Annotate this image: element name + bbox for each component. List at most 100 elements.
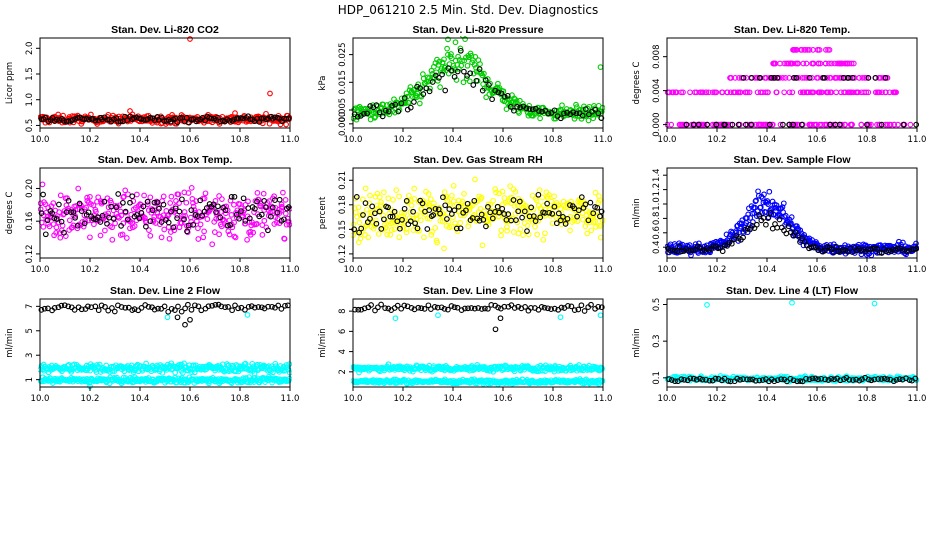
data-point-selected: [529, 106, 536, 113]
data-point-level-1: [803, 89, 810, 96]
data-point-cyan-outliers: [435, 312, 441, 319]
data-point-all: [477, 205, 484, 212]
data-point-selected-0: [864, 121, 870, 128]
data-point-upper-band: [453, 364, 460, 370]
data-point-selected: [528, 204, 535, 211]
data-point-level-0: [806, 121, 812, 128]
data-point-selected: [570, 109, 577, 116]
data-point-selected: [468, 305, 475, 311]
chart-title: Stan. Dev. Line 4 (LT) Flow: [726, 285, 859, 297]
data-point-all: [534, 231, 541, 238]
data-point-selected: [514, 103, 520, 110]
data-point-selected-0: [690, 121, 697, 128]
data-point-all: [281, 236, 288, 242]
data-point-selected-0: [786, 121, 793, 128]
data-point-all: [547, 206, 554, 213]
data-point-selected: [382, 305, 388, 311]
data-point-all: [201, 228, 207, 235]
data-point-selected: [122, 208, 129, 215]
data-point-selected: [389, 102, 395, 109]
data-point-selected: [194, 116, 201, 123]
data-point-all: [195, 236, 202, 242]
data-point-selected: [595, 110, 602, 117]
data-point-level-2: [832, 75, 838, 81]
data-point-selected: [444, 216, 450, 222]
data-point-all: [376, 194, 383, 201]
data-point-all: [427, 204, 433, 211]
data-point-all: [105, 204, 112, 211]
data-point-selected: [737, 376, 743, 383]
data-point-all: [158, 234, 165, 241]
data-point-selected: [489, 215, 496, 222]
data-point-selected: [415, 304, 422, 311]
data-point-selected: [240, 115, 246, 122]
data-point-all: [507, 183, 513, 189]
data-point-selected: [454, 304, 461, 311]
data-point-selected: [65, 303, 72, 310]
data-point-level-3: [785, 60, 792, 67]
data-point-all: [492, 186, 499, 192]
x-tick-label: 10.6: [808, 394, 827, 404]
data-point-all: [121, 193, 127, 200]
data-point-all: [487, 80, 493, 87]
data-point-selected: [215, 203, 221, 210]
data-point-all: [780, 200, 787, 207]
x-tick-label: 10.2: [708, 394, 727, 404]
data-point-selected: [168, 305, 175, 312]
data-point-outliers: [704, 302, 710, 308]
data-point-selected: [235, 305, 241, 312]
data-point-selected: [53, 116, 60, 123]
data-point-all: [260, 190, 267, 197]
data-point-selected: [703, 376, 709, 383]
data-point-selected: [759, 377, 766, 383]
data-point-selected: [515, 208, 522, 215]
data-point-selected: [212, 301, 219, 308]
data-point-all: [490, 197, 496, 204]
data-point-selected: [725, 378, 732, 384]
y-tick-label: 0.000: [652, 112, 662, 136]
data-point-level-0: [811, 121, 818, 128]
data-point-all: [447, 202, 454, 209]
data-point-selected: [457, 47, 464, 54]
data-point-level-3: [834, 60, 841, 67]
data-point-all: [409, 94, 416, 100]
data-point-selected: [837, 377, 844, 384]
data-point-selected: [401, 205, 408, 212]
data-point-selected: [222, 304, 228, 311]
data-point-selected: [567, 202, 573, 208]
data-point-all: [280, 189, 286, 196]
x-tick-label: 10.0: [344, 265, 363, 275]
data-point-all: [188, 185, 195, 191]
data-point-selected: [776, 216, 783, 223]
data-point-selected: [276, 196, 283, 203]
y-tick-label: 2.0: [25, 42, 35, 56]
data-point-selected: [392, 101, 399, 108]
data-point-selected: [448, 67, 455, 74]
data-point-selected: [426, 88, 433, 95]
data-point-selected: [261, 198, 268, 204]
data-point-selected: [522, 304, 528, 310]
data-point-selected: [475, 305, 482, 311]
data-point-selected: [232, 302, 238, 309]
x-tick-label: 10.6: [181, 394, 200, 404]
data-point-all: [151, 214, 158, 220]
x-tick-label: 10.6: [494, 135, 513, 145]
data-point-selected: [581, 308, 588, 314]
data-point-selected: [728, 240, 735, 247]
data-point-selected: [560, 214, 566, 220]
data-point-selected: [537, 214, 544, 221]
data-point-all: [108, 199, 114, 206]
data-point-level-3: [850, 60, 857, 67]
data-point-selected: [71, 307, 78, 313]
data-point-selected: [595, 303, 602, 310]
chart-title: Stan. Dev. Line 2 Flow: [110, 285, 221, 297]
data-point-selected: [790, 377, 797, 384]
data-point-level-2: [782, 75, 789, 81]
data-point-all: [408, 202, 415, 209]
data-point-all: [434, 239, 440, 246]
data-point-selected: [115, 191, 122, 197]
x-tick-label: 10.8: [858, 135, 877, 145]
y-tick-label: 1.4: [652, 168, 662, 182]
data-point-level-1: [773, 89, 780, 96]
